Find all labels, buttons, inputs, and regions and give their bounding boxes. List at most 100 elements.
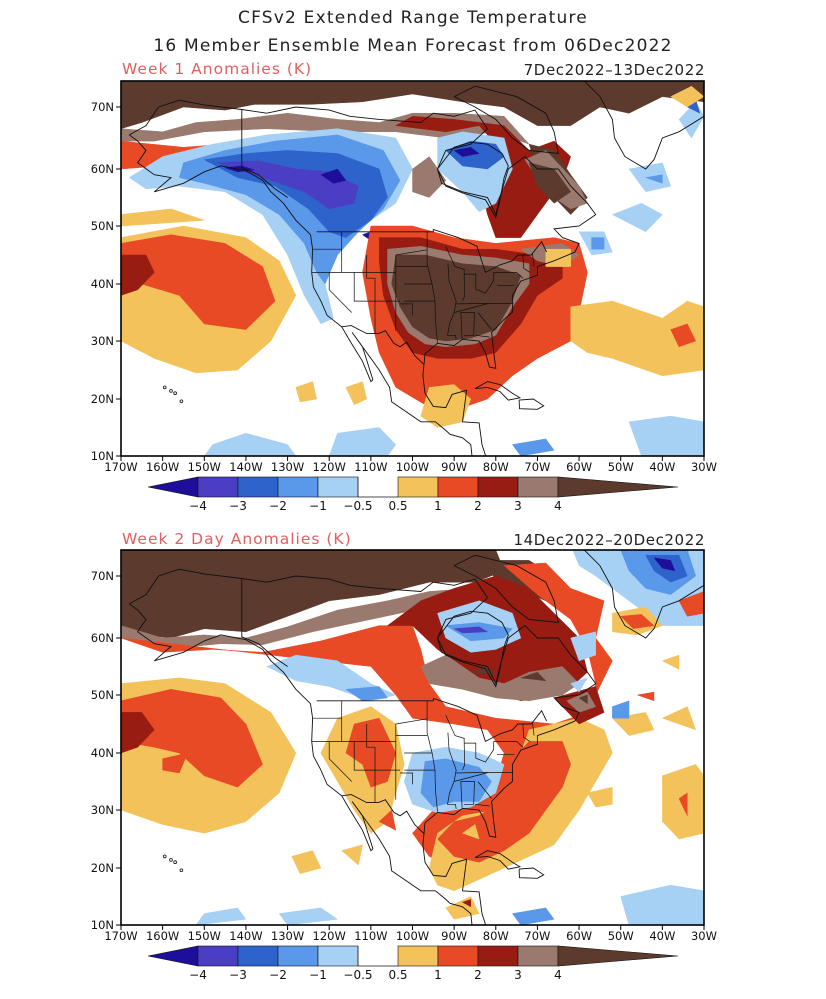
state-border bbox=[366, 255, 376, 334]
lon-tick-label: 110W bbox=[354, 929, 387, 943]
island bbox=[169, 389, 173, 393]
lon-tick-label: 100W bbox=[396, 460, 429, 474]
state-border bbox=[395, 718, 428, 725]
lon-tick-label: 30W bbox=[691, 460, 717, 474]
coastlines bbox=[129, 81, 704, 456]
anomaly-region bbox=[295, 381, 317, 403]
lon-tick-label: 140W bbox=[229, 460, 262, 474]
colorbar-tick-label: −4 bbox=[189, 968, 207, 982]
lat-tick-label: 70N bbox=[91, 569, 114, 583]
lon-tick-label: 160W bbox=[146, 460, 179, 474]
anomaly-region bbox=[591, 237, 605, 250]
colorbar-bin bbox=[197, 476, 239, 498]
colorbar-bin bbox=[477, 945, 519, 967]
lon-tick-label: 150W bbox=[188, 929, 221, 943]
coastline bbox=[474, 850, 522, 870]
anomaly-region bbox=[204, 432, 297, 456]
colorbar-tick-label: 0.5 bbox=[388, 968, 407, 982]
coastline bbox=[518, 867, 545, 879]
anomaly-region bbox=[628, 415, 704, 456]
anomaly-region bbox=[195, 907, 247, 925]
anomaly-region bbox=[645, 174, 663, 184]
lon-tick-label: 30W bbox=[691, 929, 717, 943]
island bbox=[173, 391, 177, 396]
anomaly-field bbox=[121, 81, 704, 456]
anomaly-region bbox=[653, 557, 676, 572]
colorbar-bin bbox=[517, 945, 559, 967]
colorbar-tick-label: −1 bbox=[309, 968, 327, 982]
colorbar-bin bbox=[437, 476, 479, 498]
colorbar-tick-label: −2 bbox=[269, 499, 287, 513]
colorbar-bin bbox=[237, 476, 279, 498]
anomaly-region bbox=[662, 654, 680, 670]
lon-tick-label: 50W bbox=[608, 929, 634, 943]
anomaly-region bbox=[637, 691, 655, 702]
anomaly-region bbox=[453, 147, 480, 157]
lat-tick-label: 70N bbox=[91, 100, 114, 114]
colorbar-tick-label: −3 bbox=[229, 499, 247, 513]
state-border bbox=[493, 741, 524, 748]
coastline bbox=[583, 550, 704, 639]
anomaly-region bbox=[662, 706, 696, 731]
anomaly-region bbox=[320, 168, 347, 184]
anomaly-field bbox=[121, 550, 704, 925]
anomaly-region bbox=[678, 792, 688, 817]
state-border bbox=[447, 263, 457, 340]
colorbar-bin bbox=[477, 476, 519, 498]
lon-tick-label: 120W bbox=[313, 929, 346, 943]
panel-2-title: Week 2 Day Anomalies (K) bbox=[122, 530, 352, 548]
lat-tick-label: 40N bbox=[91, 746, 114, 760]
coastline bbox=[583, 81, 704, 170]
state-border bbox=[464, 272, 495, 294]
state-border bbox=[454, 303, 514, 313]
chart-title-line-1: CFSv2 Extended Range Temperature bbox=[238, 8, 588, 28]
anomaly-region bbox=[391, 254, 522, 342]
panel-1-dates: 7Dec2022–13Dec2022 bbox=[523, 61, 705, 79]
lat-tick-label: 30N bbox=[91, 803, 114, 817]
state-border bbox=[462, 269, 465, 302]
anomaly-region bbox=[566, 691, 596, 713]
anomaly-region bbox=[528, 162, 571, 204]
lon-tick-label: 130W bbox=[271, 929, 304, 943]
map-panel-1: 10N 20N 30N 40N 50N 60N 70N 170W 160W 150W 140W 130… bbox=[91, 80, 717, 474]
colorbar-tick-label: −3 bbox=[229, 968, 247, 982]
colorbar-2: −4 −3 −2 −1 −0.5 0.5 1 2 3 4 bbox=[147, 945, 679, 982]
anomaly-region bbox=[216, 160, 359, 210]
anomaly-region bbox=[462, 899, 472, 908]
border-us-canada bbox=[316, 228, 548, 274]
anomaly-region bbox=[345, 686, 388, 702]
lon-tick-label: 60W bbox=[566, 460, 592, 474]
anomaly-region bbox=[612, 700, 630, 719]
colorbar-bin bbox=[397, 945, 439, 967]
lat-tick-label: 60N bbox=[91, 631, 114, 645]
state-border bbox=[353, 272, 400, 302]
panel-2-dates: 14Dec2022–20Dec2022 bbox=[513, 531, 705, 549]
lat-tick-label: 10N bbox=[91, 449, 114, 463]
lon-tick-label: 170W bbox=[104, 460, 137, 474]
coastline bbox=[474, 381, 522, 401]
anomaly-region bbox=[445, 140, 505, 170]
state-border bbox=[454, 772, 514, 782]
lat-tick-label: 60N bbox=[91, 162, 114, 176]
colorbar-tick-label: −0.5 bbox=[343, 499, 372, 513]
island bbox=[179, 399, 184, 404]
anomaly-region bbox=[670, 323, 696, 348]
lat-tick-label: 50N bbox=[91, 219, 114, 233]
colorbar-tick-label: 1 bbox=[434, 499, 442, 513]
lon-tick-label: 90W bbox=[441, 460, 467, 474]
state-border bbox=[493, 272, 524, 279]
lon-tick-label: 100W bbox=[396, 929, 429, 943]
anomaly-region bbox=[578, 694, 588, 704]
state-border bbox=[522, 723, 531, 742]
anomaly-region bbox=[670, 85, 704, 108]
state-border bbox=[532, 253, 535, 267]
state-border bbox=[474, 803, 490, 807]
island bbox=[162, 854, 167, 859]
colorbar-tick-label: −0.5 bbox=[343, 968, 372, 982]
island bbox=[169, 858, 173, 862]
colorbar-1: −4 −3 −2 −1 −0.5 0.5 1 2 3 4 bbox=[147, 476, 679, 513]
anomaly-region bbox=[612, 202, 663, 233]
coastline bbox=[129, 568, 597, 925]
colorbar-bin bbox=[317, 945, 359, 967]
state-border bbox=[456, 303, 488, 305]
